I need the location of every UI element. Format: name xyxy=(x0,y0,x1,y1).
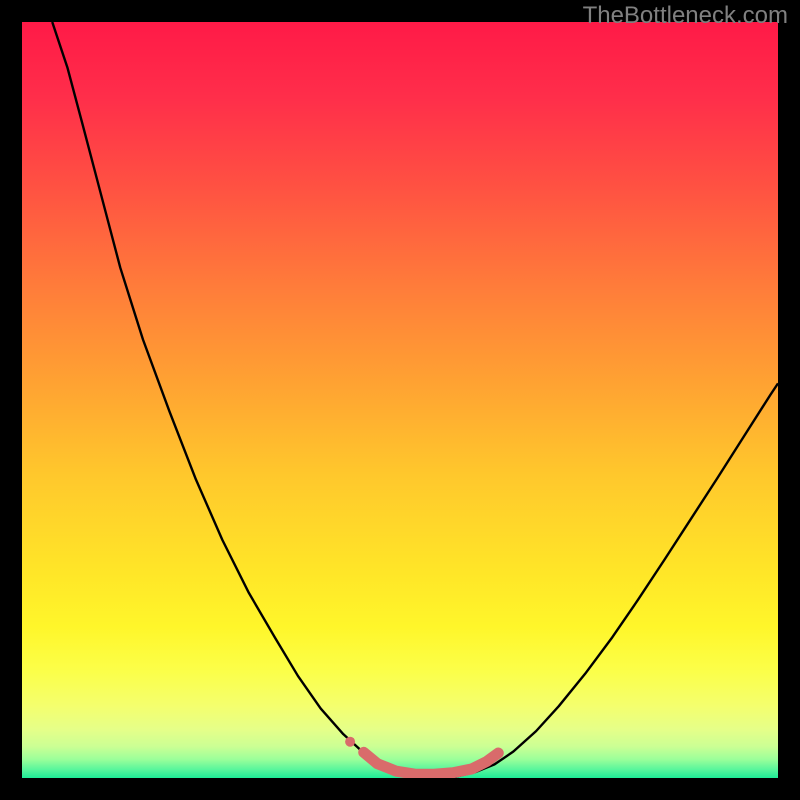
watermark-text: TheBottleneck.com xyxy=(583,2,788,30)
chart-svg xyxy=(22,22,778,778)
plot-area xyxy=(22,22,778,778)
gradient-background xyxy=(22,22,778,778)
optimal-span-dot xyxy=(345,737,355,747)
